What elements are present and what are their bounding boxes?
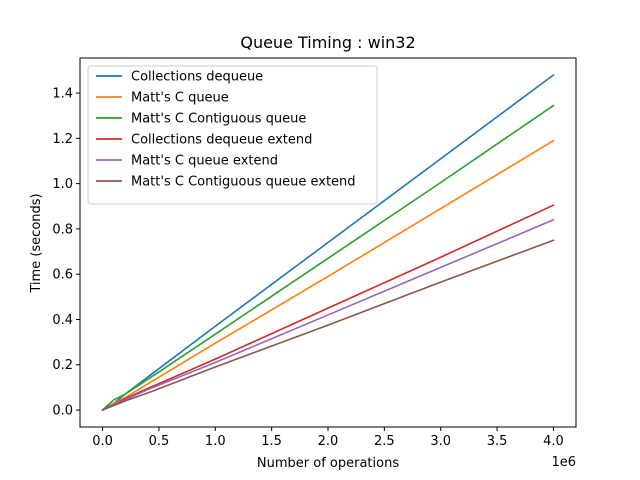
x-tick-label: 3.0 [430, 434, 451, 449]
x-axis-label: Number of operations [257, 456, 399, 471]
legend-label: Matt's C queue extend [131, 154, 278, 169]
legend: Collections dequeue Matt's C queue Matt's … [87, 65, 378, 205]
x-tick-label: 1.5 [261, 434, 282, 449]
legend-label: Collections dequeue extend [131, 133, 312, 148]
y-tick-label: 0.2 [52, 358, 73, 373]
series-line-2 [101, 139, 555, 412]
legend-box [87, 65, 378, 205]
y-tick-label: 1.0 [52, 177, 73, 192]
x-tick-label: 1.0 [205, 434, 226, 449]
chart-title: Queue Timing : win32 [240, 33, 415, 52]
legend-label: Matt's C Contiguous queue extend [131, 175, 356, 190]
x-tick-label: 0.5 [149, 434, 170, 449]
y-axis: 0.0 0.2 0.4 0.6 0.8 1.0 1.2 1.4 [52, 87, 80, 419]
x-tick-label: 4.0 [543, 434, 564, 449]
x-tick-label: 0.0 [92, 434, 113, 449]
x-axis: 0.0 0.5 1.0 1.5 2.0 2.5 3.0 3.5 4.0 [92, 427, 564, 449]
y-tick-label: 0.6 [52, 268, 73, 283]
series-lines [101, 73, 555, 412]
series-line-5 [101, 218, 555, 412]
y-tick-label: 0.4 [52, 313, 73, 328]
x-tick-label: 2.0 [318, 434, 339, 449]
series-line-3 [101, 104, 555, 412]
legend-label: Matt's C Contiguous queue [131, 112, 306, 127]
y-tick-label: 1.4 [52, 87, 73, 102]
y-tick-label: 1.2 [52, 132, 73, 147]
series-line-6 [101, 239, 555, 412]
y-tick-label: 0.0 [52, 404, 73, 419]
x-offset-label: 1e6 [551, 455, 576, 470]
x-tick-label: 2.5 [374, 434, 395, 449]
x-tick-label: 3.5 [487, 434, 508, 449]
y-axis-label: Time (seconds) [29, 193, 44, 293]
y-tick-label: 0.8 [52, 222, 73, 237]
legend-label: Collections dequeue [131, 70, 263, 85]
legend-label: Matt's C queue [131, 91, 229, 106]
